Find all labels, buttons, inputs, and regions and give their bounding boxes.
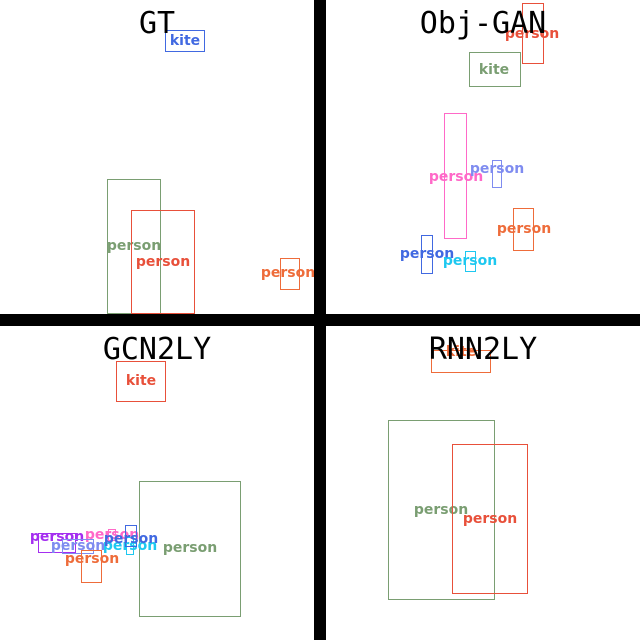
bounding-box-person [444, 113, 467, 239]
box-label: person [496, 221, 552, 237]
box-label: person [399, 246, 455, 262]
panel-title: GT [138, 6, 176, 41]
bounding-box-person [125, 525, 137, 547]
box-label: kite [478, 62, 510, 78]
bounding-box-person [131, 210, 195, 314]
bounding-box-person [108, 529, 116, 541]
bounding-box-person [62, 539, 94, 554]
bounding-box-person [465, 251, 476, 272]
bounding-box-person [492, 160, 502, 188]
panel-title: Obj-GAN [419, 6, 547, 41]
box-label: person [442, 253, 498, 269]
box-label: kite [445, 344, 477, 360]
bounding-box-person [388, 420, 495, 600]
box-label: person [260, 265, 314, 281]
box-label: person [64, 551, 120, 567]
panel-obj-gan: Obj-GAN person kite person person person pers… [326, 0, 640, 314]
bounding-box-person [139, 481, 241, 617]
panel-rnn2ly: RNN2LY kite person person [326, 326, 640, 640]
box-label: person [504, 26, 560, 42]
box-label: person [106, 238, 162, 254]
box-label: kite [125, 373, 157, 389]
panel-title: GCN2LY [102, 332, 212, 367]
bounding-box-kite [165, 30, 205, 52]
box-label: person [413, 502, 469, 518]
bounding-box-person [513, 208, 534, 251]
bounding-box-person [280, 258, 300, 290]
horizontal-divider [0, 314, 640, 326]
bounding-box-person [522, 3, 544, 64]
box-label: person [428, 169, 484, 185]
panel-gt: GT kite person person person [0, 0, 314, 314]
box-label: kite [169, 33, 201, 49]
box-label: person [135, 254, 191, 270]
box-label: person [162, 540, 218, 556]
bounding-box-person [452, 444, 528, 594]
box-label: person [462, 511, 518, 527]
bounding-box-kite [469, 52, 521, 87]
panel-title: RNN2LY [428, 332, 538, 367]
bounding-box-person [421, 235, 433, 274]
box-label: person [469, 161, 525, 177]
box-label: person [103, 531, 159, 547]
box-label: person [29, 529, 85, 545]
panel-gcn2ly: GCN2LY kite person person person person perso… [0, 326, 314, 640]
bounding-box-person [81, 550, 102, 583]
bounding-box-kite [116, 361, 166, 402]
bounding-box-person [38, 533, 76, 553]
bounding-box-kite [431, 350, 491, 373]
